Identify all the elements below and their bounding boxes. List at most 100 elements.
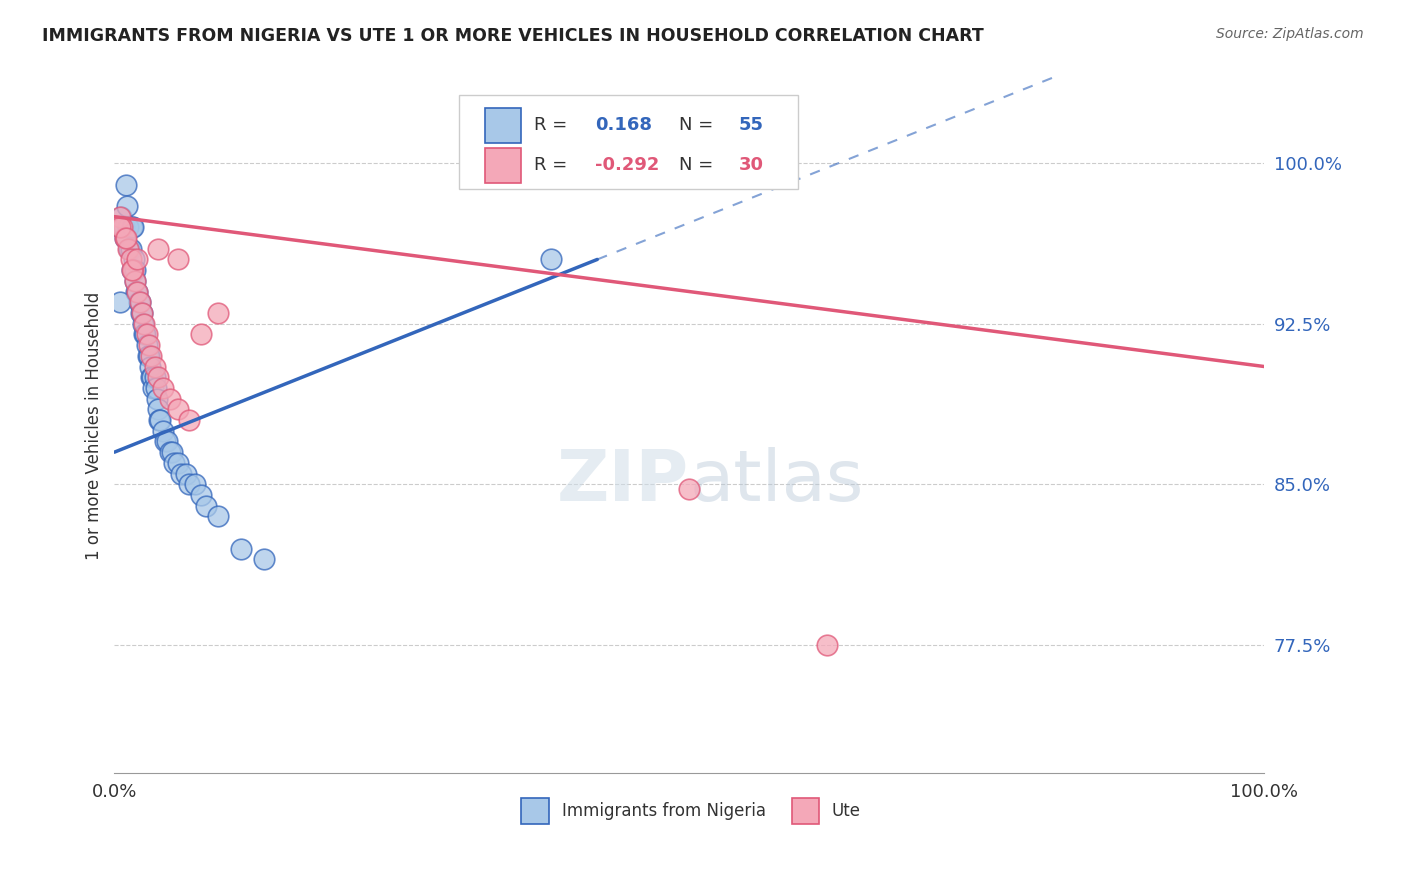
Point: [146, 242, 169, 256]
Point: [179, 413, 201, 427]
Point: [166, 402, 188, 417]
Point: [108, 220, 131, 235]
Point: [179, 477, 201, 491]
Point: [815, 638, 838, 652]
Text: Immigrants from Nigeria: Immigrants from Nigeria: [561, 802, 766, 821]
Point: [125, 285, 148, 299]
FancyBboxPatch shape: [792, 798, 820, 824]
Point: [159, 392, 181, 406]
Point: [122, 252, 145, 267]
Text: atlas: atlas: [689, 447, 863, 516]
Point: [117, 220, 139, 235]
Point: [143, 359, 166, 374]
Point: [108, 295, 131, 310]
Point: [146, 370, 169, 384]
Point: [170, 467, 193, 481]
Text: R =: R =: [534, 156, 567, 174]
Point: [190, 327, 212, 342]
Point: [127, 252, 149, 267]
Point: [132, 317, 155, 331]
Text: -0.292: -0.292: [595, 156, 659, 174]
Point: [146, 402, 169, 417]
Point: [111, 220, 134, 235]
Point: [138, 349, 160, 363]
Point: [124, 263, 146, 277]
Point: [121, 263, 143, 277]
Point: [253, 552, 276, 566]
Point: [141, 349, 163, 363]
Point: [128, 295, 150, 310]
Point: [117, 242, 139, 256]
Point: [138, 338, 160, 352]
Point: [159, 445, 181, 459]
Point: [148, 413, 170, 427]
Y-axis label: 1 or more Vehicles in Household: 1 or more Vehicles in Household: [86, 292, 103, 559]
Point: [149, 413, 172, 427]
Point: [124, 274, 146, 288]
FancyBboxPatch shape: [485, 148, 522, 183]
Point: [108, 220, 131, 235]
Point: [207, 509, 229, 524]
Text: 0.168: 0.168: [595, 117, 652, 135]
Point: [163, 456, 186, 470]
Point: [112, 220, 135, 235]
Point: [135, 327, 157, 342]
Point: [115, 199, 138, 213]
Point: [128, 295, 150, 310]
Point: [110, 210, 132, 224]
Point: [678, 482, 700, 496]
Point: [156, 434, 179, 449]
Point: [207, 306, 229, 320]
Point: [166, 456, 188, 470]
Point: [134, 327, 156, 342]
FancyBboxPatch shape: [460, 95, 799, 189]
Point: [145, 381, 167, 395]
Text: 30: 30: [738, 156, 763, 174]
Text: Ute: Ute: [832, 802, 860, 821]
Point: [141, 370, 163, 384]
Point: [127, 285, 149, 299]
Point: [121, 263, 143, 277]
Point: [114, 231, 136, 245]
Point: [135, 338, 157, 352]
Point: [134, 327, 156, 342]
Text: IMMIGRANTS FROM NIGERIA VS UTE 1 OR MORE VEHICLES IN HOUSEHOLD CORRELATION CHART: IMMIGRANTS FROM NIGERIA VS UTE 1 OR MORE…: [42, 27, 984, 45]
Point: [128, 295, 150, 310]
Point: [540, 252, 562, 267]
Point: [184, 477, 207, 491]
Text: N =: N =: [679, 117, 713, 135]
Point: [229, 541, 252, 556]
Text: R =: R =: [534, 117, 567, 135]
FancyBboxPatch shape: [485, 108, 522, 143]
Point: [139, 359, 162, 374]
FancyBboxPatch shape: [522, 798, 548, 824]
Point: [127, 285, 149, 299]
Point: [166, 252, 188, 267]
Point: [143, 370, 166, 384]
Point: [195, 499, 218, 513]
Text: 55: 55: [738, 117, 763, 135]
Point: [114, 231, 136, 245]
Point: [118, 242, 141, 256]
Point: [131, 306, 153, 320]
Point: [120, 252, 142, 267]
Point: [129, 306, 152, 320]
Point: [190, 488, 212, 502]
Point: [160, 445, 183, 459]
Text: ZIP: ZIP: [557, 447, 689, 516]
Point: [152, 424, 174, 438]
Point: [152, 381, 174, 395]
Text: N =: N =: [679, 156, 713, 174]
Point: [136, 349, 159, 363]
Point: [124, 274, 146, 288]
Point: [153, 434, 176, 449]
Point: [141, 370, 163, 384]
Point: [134, 317, 156, 331]
Point: [121, 220, 143, 235]
Point: [121, 263, 143, 277]
Point: [121, 220, 143, 235]
Point: [120, 242, 142, 256]
Point: [146, 392, 169, 406]
Point: [115, 178, 138, 192]
Point: [108, 210, 131, 224]
